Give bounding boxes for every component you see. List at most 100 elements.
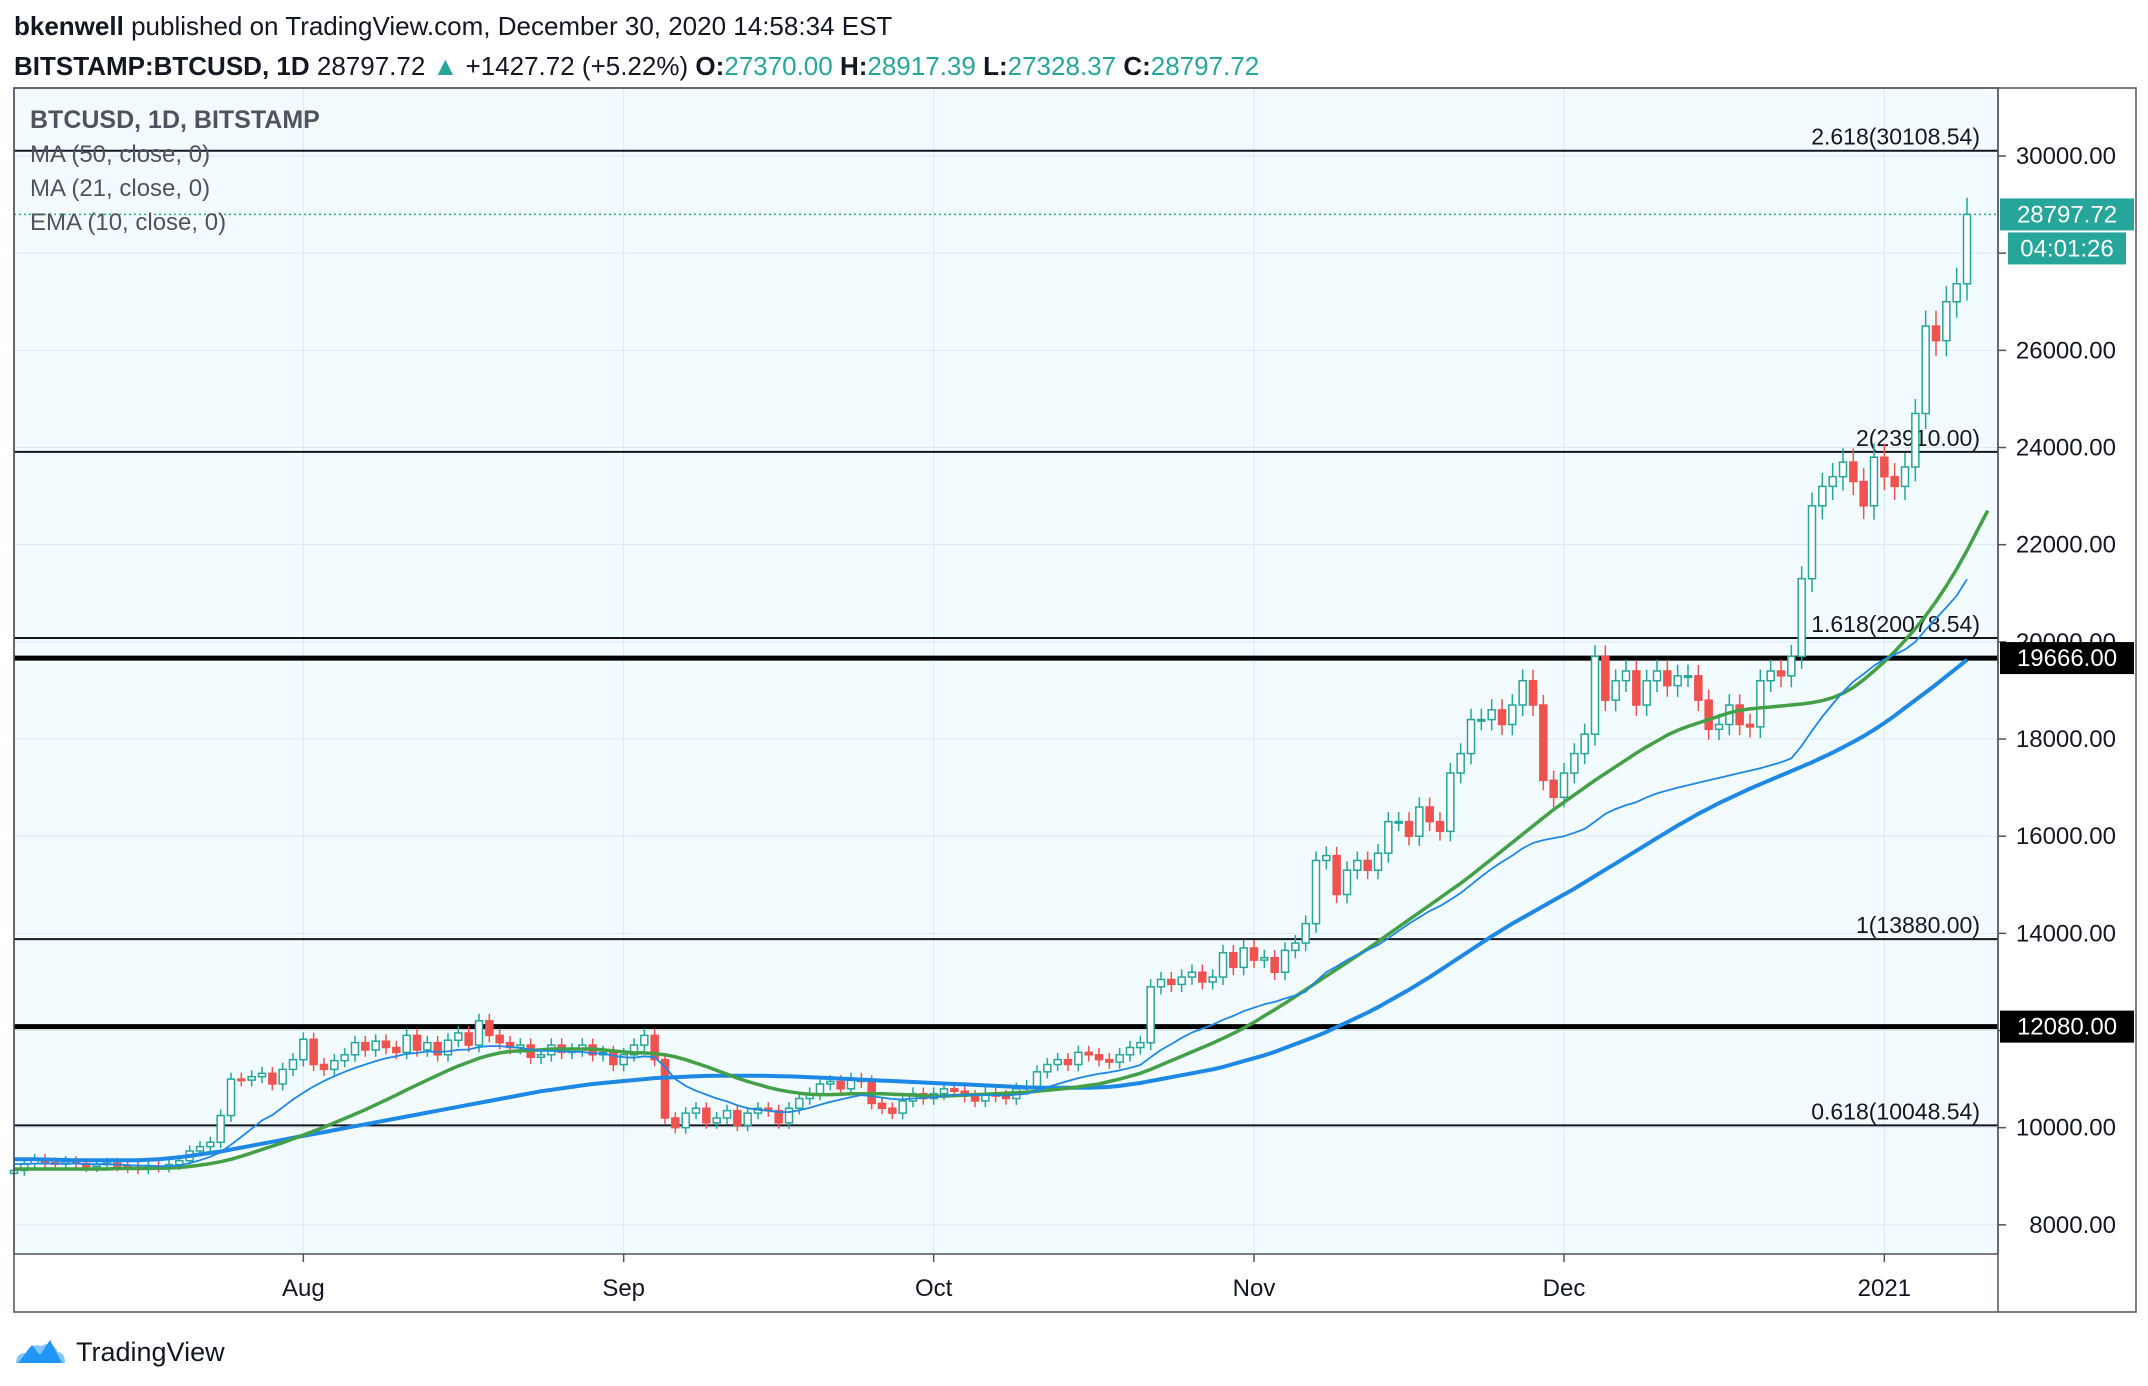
candle[interactable] <box>1735 704 1744 726</box>
candle[interactable] <box>640 1034 649 1046</box>
candle[interactable] <box>226 1078 236 1117</box>
candle[interactable] <box>319 1063 329 1071</box>
candle[interactable] <box>247 1075 256 1081</box>
candle[interactable] <box>371 1040 380 1051</box>
candle[interactable] <box>1559 772 1569 799</box>
candle[interactable] <box>1766 670 1775 682</box>
candle[interactable] <box>1745 723 1755 728</box>
candle[interactable] <box>1156 978 1166 988</box>
candle[interactable] <box>392 1046 401 1054</box>
candle[interactable] <box>1301 922 1310 944</box>
candle[interactable] <box>1394 820 1403 824</box>
candle[interactable] <box>206 1141 215 1148</box>
candle[interactable] <box>464 1032 473 1046</box>
candle[interactable] <box>1849 461 1858 483</box>
candle[interactable] <box>898 1100 907 1114</box>
candle[interactable] <box>1756 679 1765 728</box>
candle[interactable] <box>1311 859 1321 925</box>
candle[interactable] <box>1580 733 1589 755</box>
candle[interactable] <box>1466 718 1476 755</box>
ma50-line[interactable] <box>14 658 1969 1163</box>
candle[interactable] <box>1694 675 1703 701</box>
candle[interactable] <box>1363 859 1372 871</box>
author-name[interactable]: bkenwell <box>14 11 124 41</box>
candle[interactable] <box>795 1097 804 1109</box>
candle[interactable] <box>1869 456 1879 507</box>
candle[interactable] <box>1601 655 1610 701</box>
candle[interactable] <box>774 1109 783 1124</box>
candle[interactable] <box>1477 718 1486 722</box>
candle[interactable] <box>1621 670 1631 682</box>
candle[interactable] <box>1229 952 1238 969</box>
candle[interactable] <box>733 1109 742 1127</box>
candle[interactable] <box>1890 475 1899 488</box>
candle[interactable] <box>1632 670 1641 706</box>
candle[interactable] <box>1704 699 1713 731</box>
candle[interactable] <box>350 1041 360 1056</box>
candle[interactable] <box>330 1059 339 1071</box>
candle[interactable] <box>826 1080 835 1085</box>
candle[interactable] <box>1353 859 1362 871</box>
candle[interactable] <box>1373 852 1383 871</box>
candle[interactable] <box>216 1114 225 1144</box>
candle[interactable] <box>1177 976 1186 986</box>
candle[interactable] <box>412 1034 422 1051</box>
candle[interactable] <box>1342 869 1352 896</box>
candle[interactable] <box>1652 670 1662 682</box>
candle[interactable] <box>1590 655 1600 735</box>
candle[interactable] <box>288 1058 298 1071</box>
candle[interactable] <box>629 1044 639 1056</box>
candle[interactable] <box>474 1020 484 1046</box>
candle[interactable] <box>1859 480 1868 507</box>
candle[interactable] <box>722 1109 732 1119</box>
candle[interactable] <box>1673 675 1682 687</box>
candle[interactable] <box>1187 971 1197 978</box>
candle[interactable] <box>454 1032 463 1041</box>
candle[interactable] <box>1435 820 1445 833</box>
candle[interactable] <box>1249 947 1259 961</box>
candle[interactable] <box>815 1083 825 1095</box>
candle[interactable] <box>1115 1054 1124 1063</box>
candle[interactable] <box>939 1088 949 1095</box>
candle[interactable] <box>485 1020 494 1037</box>
candle[interactable] <box>1952 283 1961 303</box>
candle[interactable] <box>1942 301 1951 342</box>
candle[interactable] <box>1807 505 1817 580</box>
candle[interactable] <box>970 1095 980 1102</box>
candle[interactable] <box>299 1038 308 1061</box>
candle[interactable] <box>660 1058 670 1119</box>
candle[interactable] <box>237 1078 246 1082</box>
candle[interactable] <box>1962 213 1972 285</box>
candle[interactable] <box>1239 947 1248 969</box>
candle[interactable] <box>691 1107 701 1114</box>
candle[interactable] <box>1487 709 1496 721</box>
candle[interactable] <box>175 1159 184 1166</box>
candle[interactable] <box>1683 675 1693 679</box>
candle[interactable] <box>1291 942 1300 952</box>
ema10-line[interactable] <box>14 578 1968 1167</box>
candle[interactable] <box>1332 854 1341 896</box>
candle[interactable] <box>1921 325 1930 415</box>
candle[interactable] <box>536 1054 546 1058</box>
candle[interactable] <box>1518 679 1527 706</box>
candle[interactable] <box>1497 709 1507 726</box>
candle[interactable] <box>1084 1051 1093 1056</box>
candle[interactable] <box>650 1034 659 1061</box>
candle[interactable] <box>340 1054 349 1062</box>
candle[interactable] <box>1280 949 1290 973</box>
candle[interactable] <box>1880 456 1889 478</box>
candle[interactable] <box>1900 466 1910 488</box>
candle[interactable] <box>1446 772 1455 833</box>
candle[interactable] <box>1136 1041 1145 1049</box>
candle[interactable] <box>1539 704 1548 782</box>
candle[interactable] <box>888 1107 897 1114</box>
candle[interactable] <box>1198 971 1207 983</box>
candle[interactable] <box>1208 976 1217 983</box>
candle[interactable] <box>1456 752 1465 774</box>
candle[interactable] <box>1063 1058 1073 1066</box>
candle[interactable] <box>1549 779 1558 799</box>
candle[interactable] <box>877 1102 887 1110</box>
candle[interactable] <box>1787 655 1796 677</box>
candle[interactable] <box>1818 485 1827 507</box>
candle[interactable] <box>1828 475 1837 488</box>
